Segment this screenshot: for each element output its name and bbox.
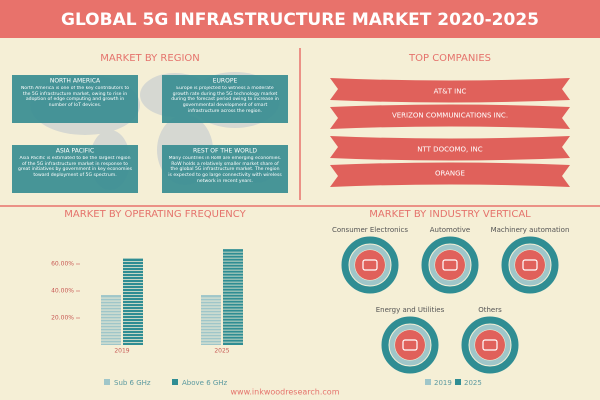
vertical-label: Consumer Electronics [332,226,408,234]
legend-label: Sub 6 GHz [114,379,151,387]
region-text-box: North America is one of the key contribu… [20,86,130,109]
ring-outer [501,236,559,294]
y-tick-label: 40.00% [51,288,74,295]
icon [442,259,458,271]
vertical-label: Machinery automation [491,226,570,234]
ribbon [330,78,570,103]
legend-swatch [104,379,110,385]
region-label: ASIA PACIFIC [56,148,94,155]
region-box [12,145,138,193]
region-label: REST OF THE WORLD [193,148,257,155]
region-text: Europe is projected to witness a moderat… [171,86,279,114]
section-title: MARKET BY INDUSTRY VERTICAL [369,209,531,220]
region-text-box: Many countries in RoW are emerging econo… [168,156,282,184]
vertical-label: Others [478,306,502,314]
region-box [12,75,138,123]
x-tick-label: 2019 [114,348,129,355]
ring-outer [421,236,479,294]
ring-outer [381,316,439,374]
region-label: NORTH AMERICA [50,78,101,85]
header-band [0,0,600,38]
vertical-label: Energy and Utilities [376,306,445,314]
vertical-label: Automotive [430,226,471,234]
icon [482,339,498,351]
footer: www.inkwoodresearch.com [230,388,339,397]
icon [522,259,538,271]
legend-label: 2025 [464,379,482,387]
legend-swatch [455,379,461,385]
ring-outer [341,236,399,294]
region-text: North America is one of the key contribu… [20,86,130,109]
icon-bg [515,250,545,280]
bar [201,295,221,345]
ring-inner [389,324,431,366]
region-box [162,145,288,193]
icon-bg [395,330,425,360]
company-name: NTT DOCOMO, INC [417,146,482,154]
ribbon [330,104,570,129]
title: GLOBAL 5G INFRASTRUCTURE MARKET 2020-202… [61,10,539,30]
y-tick-label: 60.00% [51,261,74,268]
region-text: Many countries in RoW are emerging econo… [168,156,282,184]
legend-label: Above 6 GHz [182,379,228,387]
icon-bg [435,250,465,280]
ring-inner [429,244,471,286]
ring-inner [469,324,511,366]
region-box [162,75,288,123]
icon [402,339,418,351]
ring-inner [509,244,551,286]
icon-bg [355,250,385,280]
company-name: VERIZON COMMUNICATIONS INC. [392,112,508,120]
legend-label: 2019 [434,379,452,387]
ribbon [330,136,570,161]
region-text-box: Europe is projected to witness a moderat… [171,86,279,114]
region-text: Asia Pacific is estimated to be the larg… [18,156,132,179]
section-title: MARKET BY OPERATING FREQUENCY [64,209,246,220]
bar [123,258,143,345]
section-title: TOP COMPANIES [408,53,491,64]
icon [362,259,378,271]
region-label: EUROPE [213,78,238,85]
x-tick-label: 2025 [214,348,229,355]
ring-inner [349,244,391,286]
region-text-box: Asia Pacific is estimated to be the larg… [18,156,132,179]
company-name: AT&T INC [434,88,467,96]
y-tick-label: 20.00% [51,315,74,322]
legend-swatch [172,379,178,385]
legend-swatch [425,379,431,385]
ribbon [330,162,570,187]
ring-outer [461,316,519,374]
icon-bg [475,330,505,360]
company-name: ORANGE [435,170,465,178]
section-title: MARKET BY REGION [100,53,200,64]
bar [101,295,121,345]
